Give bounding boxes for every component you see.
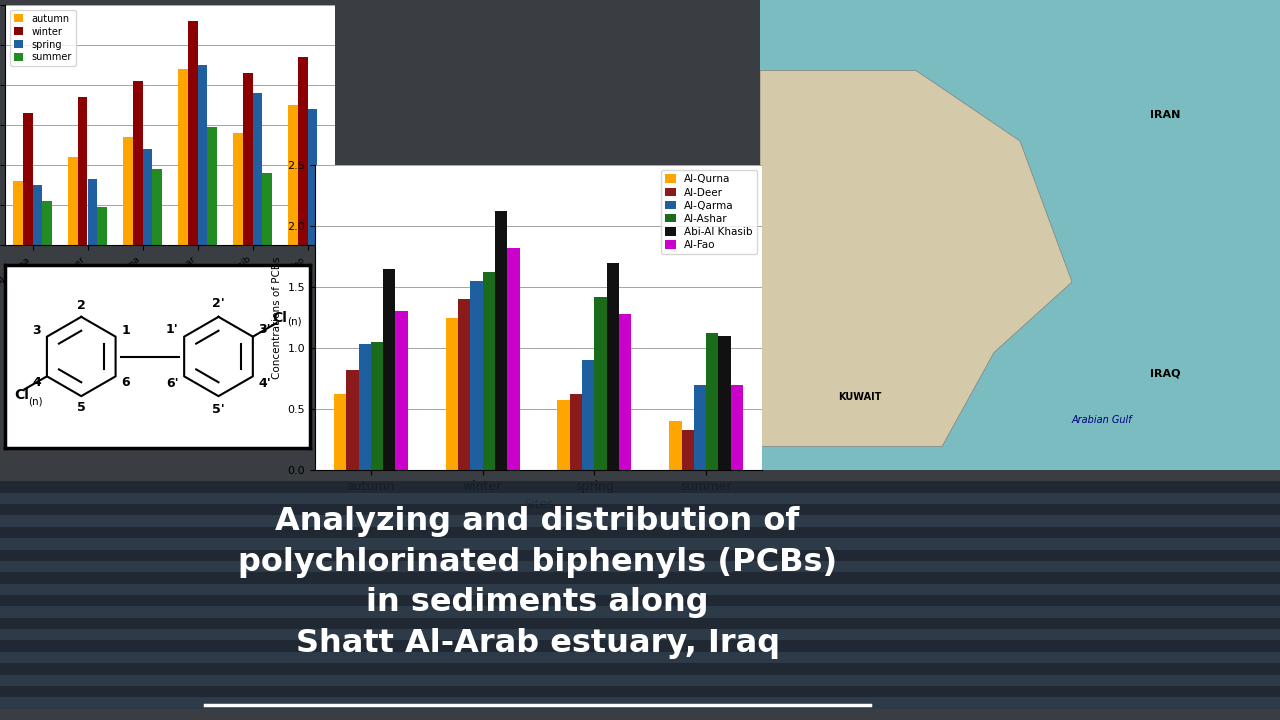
- Text: 1': 1': [166, 323, 179, 336]
- Bar: [78, 97, 87, 245]
- Legend: autumn, winter, spring, summer: autumn, winter, spring, summer: [10, 10, 76, 66]
- Bar: [495, 212, 507, 470]
- Bar: [470, 281, 483, 470]
- Bar: [0, 686, 1280, 697]
- Bar: [507, 248, 520, 470]
- Text: (n): (n): [288, 316, 302, 326]
- Polygon shape: [760, 71, 1073, 446]
- Bar: [0, 629, 1280, 641]
- Text: 6: 6: [122, 376, 131, 389]
- Text: 1: 1: [122, 325, 131, 338]
- Bar: [13, 181, 23, 245]
- Bar: [570, 395, 582, 470]
- Text: Analyzing and distribution of
polychlorinated biphenyls (PCBs)
in sediments alon: Analyzing and distribution of polychlori…: [238, 506, 837, 659]
- Bar: [607, 263, 620, 470]
- Bar: [594, 297, 607, 470]
- Bar: [207, 127, 218, 245]
- Bar: [0, 482, 1280, 492]
- Bar: [307, 109, 317, 245]
- Bar: [178, 69, 188, 245]
- Bar: [0, 572, 1280, 584]
- Bar: [347, 370, 358, 470]
- Bar: [97, 207, 108, 245]
- Bar: [0, 606, 1280, 618]
- Bar: [383, 269, 396, 470]
- Bar: [694, 384, 707, 470]
- Bar: [188, 21, 197, 245]
- Text: 3: 3: [32, 325, 41, 338]
- Text: IRAN: IRAN: [1149, 109, 1180, 120]
- Bar: [0, 584, 1280, 595]
- Bar: [0, 561, 1280, 572]
- Bar: [558, 400, 570, 470]
- Bar: [243, 73, 252, 245]
- Bar: [288, 105, 298, 245]
- Text: (n): (n): [28, 397, 42, 407]
- Text: Cl: Cl: [14, 388, 29, 402]
- Text: 2': 2': [212, 297, 225, 310]
- Bar: [0, 618, 1280, 629]
- Legend: Al-Qurna, Al-Deer, Al-Qarma, Al-Ashar, Abi-Al Khasib, Al-Fao: Al-Qurna, Al-Deer, Al-Qarma, Al-Ashar, A…: [662, 170, 756, 254]
- Text: 4: 4: [32, 376, 41, 389]
- Bar: [0, 641, 1280, 652]
- Text: 6': 6': [166, 377, 179, 390]
- Bar: [42, 201, 52, 245]
- Bar: [0, 527, 1280, 538]
- Bar: [123, 137, 133, 245]
- Bar: [396, 311, 408, 470]
- Bar: [371, 342, 383, 470]
- Text: Arabian Gulf: Arabian Gulf: [1073, 415, 1133, 425]
- Bar: [262, 173, 273, 245]
- Bar: [0, 516, 1280, 527]
- X-axis label: Sites: Sites: [524, 498, 554, 511]
- Bar: [0, 595, 1280, 606]
- Bar: [582, 360, 594, 470]
- Bar: [0, 538, 1280, 549]
- Text: 5: 5: [77, 401, 86, 414]
- Bar: [0, 697, 1280, 708]
- Bar: [0, 652, 1280, 663]
- Bar: [23, 113, 32, 245]
- Bar: [681, 430, 694, 470]
- Bar: [0, 675, 1280, 686]
- Bar: [731, 384, 742, 470]
- X-axis label: Sites: Sites: [157, 305, 183, 315]
- Bar: [0, 549, 1280, 561]
- Bar: [358, 344, 371, 470]
- Text: 5': 5': [212, 403, 225, 416]
- Bar: [620, 314, 631, 470]
- Y-axis label: Concentrations of PCBs: Concentrations of PCBs: [271, 256, 282, 379]
- Bar: [483, 272, 495, 470]
- Text: 3': 3': [259, 323, 271, 336]
- Bar: [68, 157, 78, 245]
- Bar: [458, 300, 470, 470]
- Bar: [317, 187, 328, 245]
- Bar: [142, 149, 152, 245]
- Bar: [87, 179, 97, 245]
- Bar: [707, 333, 718, 470]
- Bar: [334, 395, 347, 470]
- Bar: [32, 185, 42, 245]
- Bar: [298, 57, 307, 245]
- Bar: [133, 81, 142, 245]
- Bar: [718, 336, 731, 470]
- Text: 2: 2: [77, 299, 86, 312]
- Text: 4': 4': [259, 377, 271, 390]
- Bar: [0, 663, 1280, 675]
- Bar: [252, 93, 262, 245]
- Text: KUWAIT: KUWAIT: [838, 392, 882, 402]
- Bar: [445, 318, 458, 470]
- Bar: [233, 133, 243, 245]
- Text: IRAQ: IRAQ: [1149, 368, 1180, 378]
- Bar: [669, 421, 681, 470]
- Bar: [152, 169, 163, 245]
- Bar: [197, 65, 207, 245]
- Bar: [0, 492, 1280, 504]
- Bar: [0, 504, 1280, 516]
- Text: Cl: Cl: [273, 311, 287, 325]
